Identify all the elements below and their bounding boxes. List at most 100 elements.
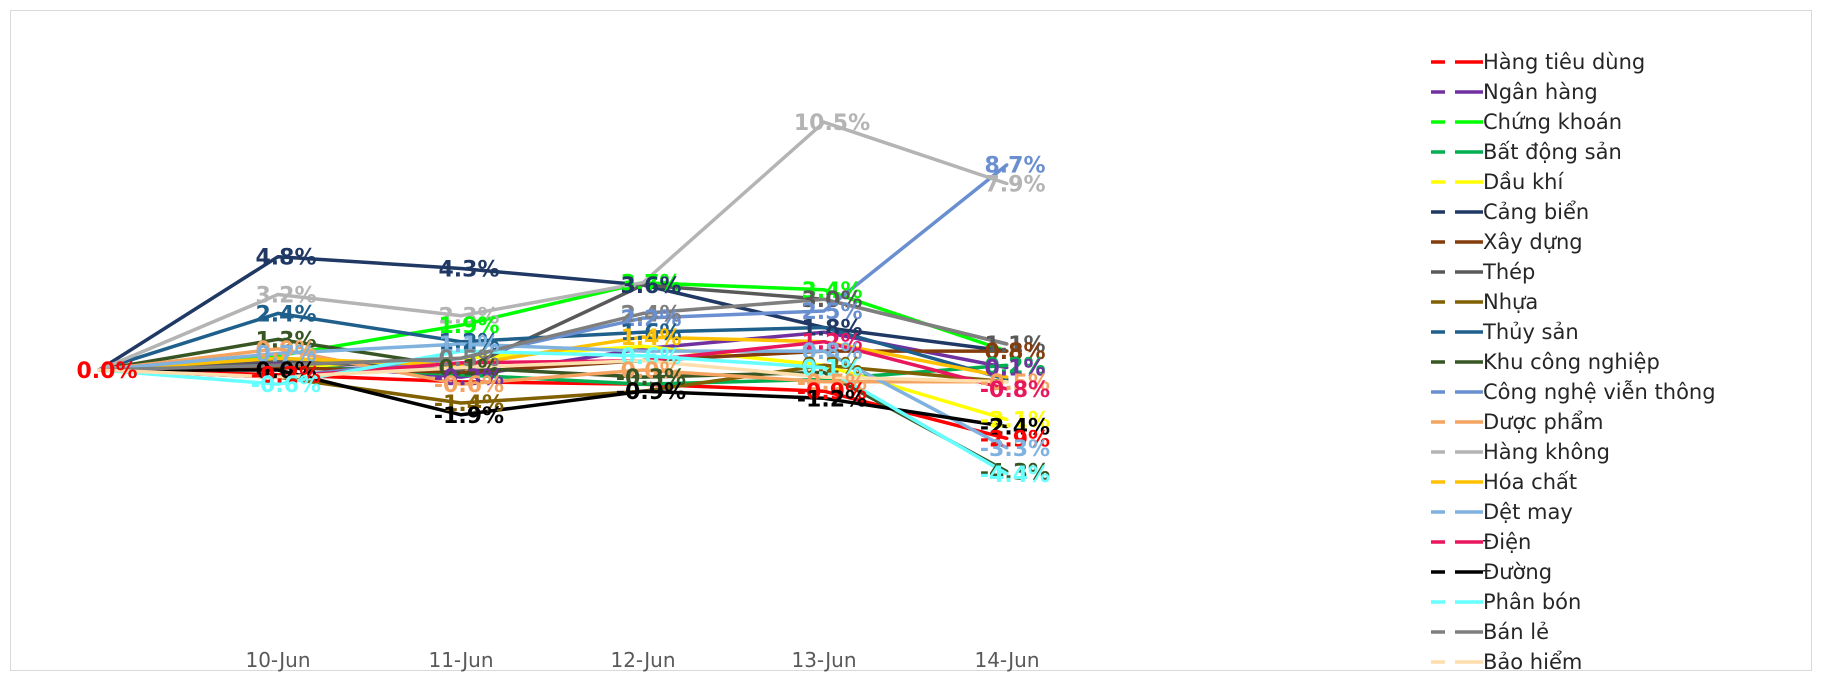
x-tick-label: 10-Jun — [245, 648, 310, 672]
data-label: 0.0% — [620, 359, 681, 384]
series-line — [98, 358, 1008, 384]
data-point — [459, 361, 463, 365]
legend-swatch — [1431, 180, 1483, 184]
legend-swatch — [1431, 90, 1483, 94]
data-point — [822, 326, 826, 329]
x-tick-label: 13-Jun — [791, 648, 856, 672]
data-point — [276, 255, 280, 259]
data-point — [276, 337, 280, 341]
series-line — [98, 337, 1008, 474]
data-label: 4.8% — [255, 246, 316, 271]
data-point — [276, 293, 280, 296]
data-point — [1005, 342, 1009, 346]
legend-label: Dầu khí — [1483, 170, 1564, 194]
data-point — [822, 288, 826, 292]
legend-label: Xây dựng — [1483, 230, 1583, 254]
legend-label: Bất động sản — [1483, 140, 1622, 164]
data-point — [822, 380, 826, 384]
data-label: -0.9% — [616, 380, 686, 405]
data-label: 8.7% — [984, 154, 1045, 179]
x-tick-label: 12-Jun — [610, 648, 675, 672]
data-point — [822, 370, 826, 374]
data-point — [641, 349, 645, 353]
data-point — [641, 335, 645, 339]
data-label: 1.9% — [438, 314, 499, 339]
data-point — [1005, 349, 1009, 353]
legend-swatch — [1431, 270, 1483, 274]
data-label: 0.2% — [984, 354, 1045, 379]
series-line — [99, 368, 1008, 429]
data-point — [641, 359, 645, 363]
x-tick-label: 11-Jun — [428, 648, 493, 672]
data-label: 0.1% — [438, 357, 499, 382]
data-label: 0.2% — [801, 354, 862, 379]
data-point — [459, 342, 463, 346]
data-label: 1.3% — [255, 328, 316, 353]
data-label: 1.4% — [620, 326, 681, 351]
data-label: 3.6% — [620, 274, 681, 299]
legend-swatch — [1431, 420, 1483, 424]
data-point — [641, 375, 645, 379]
legend-label: Chứng khoán — [1483, 110, 1623, 134]
data-label: -1.2% — [797, 387, 867, 412]
data-label-layer: 0.0%4.8%3.2%2.4%1.3%0.9%0.7%0.0%-0.2%-0.… — [76, 111, 1050, 488]
legend-label: Hàng không — [1483, 440, 1610, 464]
data-point — [1005, 387, 1009, 391]
data-label: -0.3% — [616, 366, 686, 391]
data-label: 7.9% — [984, 173, 1045, 198]
legend-label: Nhựa — [1483, 290, 1539, 314]
legend-swatch — [1431, 510, 1483, 514]
data-point — [822, 340, 826, 344]
data-label: -0.6% — [434, 373, 504, 398]
data-label: 1.8% — [801, 317, 862, 342]
legend-label: Cảng biển — [1483, 200, 1590, 224]
data-point — [459, 314, 463, 318]
data-label: 2.4% — [255, 302, 316, 327]
series-line — [98, 349, 1008, 476]
legend-swatch — [1431, 390, 1483, 394]
series-line — [98, 120, 1008, 372]
data-point — [459, 366, 463, 370]
chart-frame: 0.0% 4.8% 3.2% 2.4% 1.3% 0.9% 0.7% 0.0% -0.2% -0.… — [10, 10, 1812, 674]
legend-swatch — [1431, 480, 1483, 484]
data-label: -4.4% — [980, 463, 1050, 488]
series-line — [98, 368, 1008, 441]
data-point — [459, 382, 463, 386]
legend-label: Điện — [1483, 530, 1532, 554]
data-label: 0.1% — [984, 357, 1045, 382]
data-label: 1.1% — [438, 333, 499, 358]
series-20 — [97, 358, 1009, 384]
data-point — [1005, 425, 1009, 429]
series-line — [98, 335, 1008, 379]
data-point — [276, 368, 280, 372]
x-axis-ticks: 10-Jun 11-Jun 12-Jun 13-Jun 14-Jun — [245, 648, 1039, 672]
data-label: 4.3% — [438, 258, 499, 283]
data-point — [1005, 182, 1009, 186]
data-point — [641, 354, 645, 358]
legend-swatch — [1431, 210, 1483, 214]
data-label: 0.8% — [801, 340, 862, 365]
data-point — [641, 389, 645, 393]
legend-label: Khu công nghiệp — [1483, 350, 1660, 374]
data-point — [822, 366, 826, 370]
data-point — [641, 330, 645, 334]
series-13 — [97, 120, 1009, 372]
data-label: 1.6% — [620, 321, 681, 346]
legend-label: Thủy sản — [1483, 320, 1579, 344]
line-chart: 0.0%4.8%3.2%2.4%1.3%0.9%0.7%0.0%-0.2%-0.… — [76, 111, 1050, 672]
data-point — [1005, 363, 1009, 367]
data-point — [276, 356, 280, 360]
data-point — [1005, 380, 1009, 384]
legend-label: Dược phẩm — [1483, 410, 1604, 434]
legend-swatch — [1431, 120, 1483, 124]
data-point — [1005, 446, 1009, 450]
data-point — [1005, 375, 1009, 379]
legend-swatch — [1431, 570, 1483, 574]
data-point — [1005, 472, 1009, 476]
data-label: 0.5% — [438, 347, 499, 372]
data-label: 0.0% — [76, 359, 137, 384]
data-point — [822, 309, 826, 313]
legend-swatch — [1431, 660, 1483, 664]
data-point — [459, 267, 463, 270]
legend-label: Công nghệ viễn thông — [1483, 380, 1716, 404]
